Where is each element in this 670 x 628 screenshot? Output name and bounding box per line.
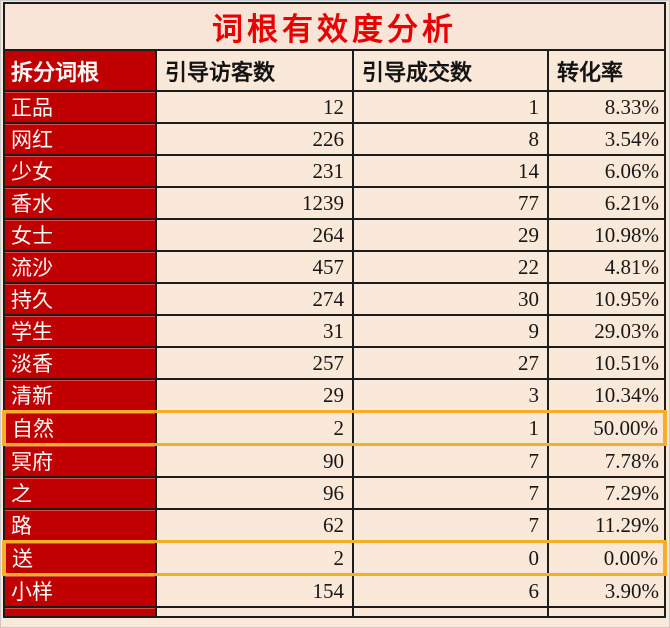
cell-rate[interactable]: 10.51% bbox=[547, 346, 666, 380]
cell-visitors[interactable]: 12 bbox=[155, 90, 354, 124]
cell-root[interactable]: 淡香 bbox=[3, 346, 157, 380]
cell-visitors[interactable]: 29 bbox=[155, 378, 354, 413]
cell-deals[interactable]: 6 bbox=[352, 573, 549, 608]
table-row: 小样 154 6 3.90% bbox=[3, 573, 666, 608]
col-header-conversion-rate[interactable]: 转化率 bbox=[547, 49, 666, 92]
table-row: 冥府 90 7 7.78% bbox=[3, 443, 666, 478]
cell-deals[interactable]: 7 bbox=[352, 508, 549, 543]
table-row: 女士 264 29 10.98% bbox=[3, 218, 666, 252]
col-header-split-root[interactable]: 拆分词根 bbox=[3, 49, 157, 92]
cell-deals[interactable]: 7 bbox=[352, 476, 549, 510]
cell-visitors[interactable]: 231 bbox=[155, 154, 354, 188]
table-row-highlighted: 自然 2 1 50.00% bbox=[2, 410, 667, 446]
cell-deals[interactable]: 30 bbox=[352, 282, 549, 316]
cell-rate[interactable]: 4.81% bbox=[547, 250, 666, 284]
cell-rate[interactable]: 11.29% bbox=[547, 508, 666, 543]
cell-root[interactable]: 香水 bbox=[3, 186, 157, 220]
cell-root[interactable]: 小样 bbox=[3, 573, 157, 608]
cell-rate[interactable]: 6.21% bbox=[547, 186, 666, 220]
cell-visitors[interactable]: 31 bbox=[155, 314, 354, 348]
cell-deals[interactable]: 0 bbox=[352, 540, 549, 576]
cell-root[interactable]: 持久 bbox=[3, 282, 157, 316]
cell-deals[interactable]: 22 bbox=[352, 250, 549, 284]
table-row: 少女 231 14 6.06% bbox=[3, 154, 666, 188]
cell-root[interactable]: 路 bbox=[3, 508, 157, 543]
cell-visitors[interactable] bbox=[155, 606, 354, 618]
root-effectiveness-table: 词根有效度分析 拆分词根 引导访客数 引导成交数 转化率 正品 12 1 8.3… bbox=[2, 2, 667, 618]
table-row: 清新 29 3 10.34% bbox=[3, 378, 666, 413]
cell-root[interactable]: 送 bbox=[2, 540, 157, 576]
cell-root[interactable]: 网红 bbox=[3, 122, 157, 156]
cell-rate[interactable]: 29.03% bbox=[547, 314, 666, 348]
cell-root[interactable]: 清新 bbox=[3, 378, 157, 413]
cell-visitors[interactable]: 96 bbox=[155, 476, 354, 510]
cell-root[interactable]: 女士 bbox=[3, 218, 157, 252]
table-row: 香水 1239 77 6.21% bbox=[3, 186, 666, 220]
cell-deals[interactable]: 1 bbox=[352, 90, 549, 124]
cell-rate[interactable]: 10.98% bbox=[547, 218, 666, 252]
cell-root[interactable]: 流沙 bbox=[3, 250, 157, 284]
cell-deals[interactable]: 3 bbox=[352, 378, 549, 413]
col-header-guided-visitors[interactable]: 引导访客数 bbox=[155, 49, 354, 92]
cell-deals[interactable]: 7 bbox=[352, 443, 549, 478]
cell-rate[interactable]: 0.00% bbox=[547, 540, 667, 576]
cell-visitors[interactable]: 2 bbox=[155, 410, 354, 446]
table-row: 学生 31 9 29.03% bbox=[3, 314, 666, 348]
cell-visitors[interactable]: 1239 bbox=[155, 186, 354, 220]
cell-deals[interactable]: 9 bbox=[352, 314, 549, 348]
table-title: 词根有效度分析 bbox=[3, 2, 666, 51]
table-row: 之 96 7 7.29% bbox=[3, 476, 666, 510]
table-row-highlighted: 送 2 0 0.00% bbox=[2, 540, 667, 576]
col-header-guided-deals[interactable]: 引导成交数 bbox=[352, 49, 549, 92]
cell-root[interactable] bbox=[3, 606, 157, 618]
title-row: 词根有效度分析 bbox=[3, 2, 666, 51]
cell-root[interactable]: 之 bbox=[3, 476, 157, 510]
cell-rate[interactable]: 6.06% bbox=[547, 154, 666, 188]
table-row: 正品 12 1 8.33% bbox=[3, 90, 666, 124]
cell-deals[interactable]: 8 bbox=[352, 122, 549, 156]
cell-rate[interactable]: 7.29% bbox=[547, 476, 666, 510]
table-row-partial bbox=[3, 606, 666, 618]
cell-rate[interactable]: 10.34% bbox=[547, 378, 666, 413]
cell-visitors[interactable]: 274 bbox=[155, 282, 354, 316]
cell-visitors[interactable]: 264 bbox=[155, 218, 354, 252]
cell-deals[interactable]: 1 bbox=[352, 410, 549, 446]
table-row: 持久 274 30 10.95% bbox=[3, 282, 666, 316]
cell-deals[interactable]: 27 bbox=[352, 346, 549, 380]
table-row: 流沙 457 22 4.81% bbox=[3, 250, 666, 284]
table-row: 淡香 257 27 10.51% bbox=[3, 346, 666, 380]
cell-root[interactable]: 自然 bbox=[2, 410, 157, 446]
cell-visitors[interactable]: 154 bbox=[155, 573, 354, 608]
cell-rate[interactable]: 3.54% bbox=[547, 122, 666, 156]
cell-root[interactable]: 冥府 bbox=[3, 443, 157, 478]
cell-rate[interactable]: 50.00% bbox=[547, 410, 667, 446]
cell-deals[interactable]: 77 bbox=[352, 186, 549, 220]
cell-visitors[interactable]: 226 bbox=[155, 122, 354, 156]
cell-root[interactable]: 少女 bbox=[3, 154, 157, 188]
cell-rate[interactable]: 3.90% bbox=[547, 573, 666, 608]
table-row: 路 62 7 11.29% bbox=[3, 508, 666, 543]
cell-visitors[interactable]: 62 bbox=[155, 508, 354, 543]
cell-rate[interactable]: 8.33% bbox=[547, 90, 666, 124]
cell-deals[interactable] bbox=[352, 606, 549, 618]
cell-root[interactable]: 正品 bbox=[3, 90, 157, 124]
cell-visitors[interactable]: 2 bbox=[155, 540, 354, 576]
cell-visitors[interactable]: 257 bbox=[155, 346, 354, 380]
cell-visitors[interactable]: 457 bbox=[155, 250, 354, 284]
cell-deals[interactable]: 29 bbox=[352, 218, 549, 252]
cell-rate[interactable]: 7.78% bbox=[547, 443, 666, 478]
header-row: 拆分词根 引导访客数 引导成交数 转化率 bbox=[3, 49, 666, 92]
cell-rate[interactable]: 10.95% bbox=[547, 282, 666, 316]
cell-deals[interactable]: 14 bbox=[352, 154, 549, 188]
cell-root[interactable]: 学生 bbox=[3, 314, 157, 348]
cell-visitors[interactable]: 90 bbox=[155, 443, 354, 478]
cell-rate[interactable] bbox=[547, 606, 666, 618]
table-row: 网红 226 8 3.54% bbox=[3, 122, 666, 156]
